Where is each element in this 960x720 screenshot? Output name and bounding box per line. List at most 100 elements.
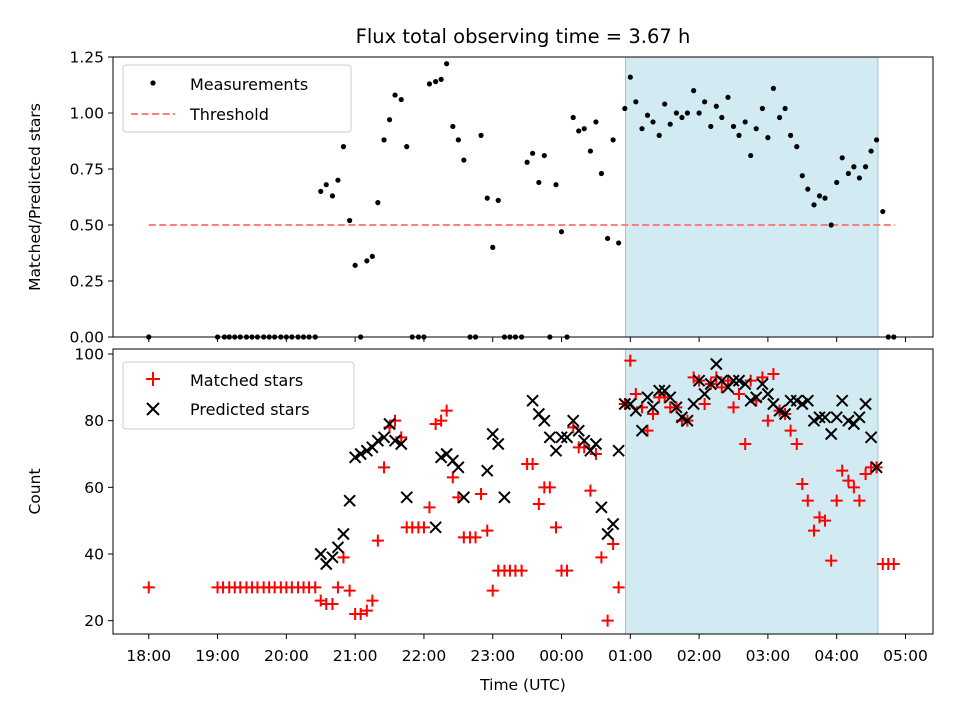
predicted-star-point (801, 394, 815, 407)
predicted-star-point (337, 527, 350, 541)
predicted-star-point (681, 414, 694, 427)
measurement-point (444, 61, 450, 67)
measurement-point (541, 152, 547, 159)
measurement-point (622, 105, 628, 112)
predicted-star-point (710, 357, 723, 371)
matched-star-point (853, 494, 866, 507)
predicted-star-point (434, 451, 448, 464)
measurement-point (633, 99, 639, 105)
measurement-point (530, 150, 536, 156)
measurement-point (639, 126, 645, 132)
predicted-star-point (589, 437, 603, 451)
measurement-point (839, 155, 845, 161)
x-tick-label: 04:00 (814, 647, 859, 665)
y-axis-label-top: Matched/Predicted stars (26, 103, 44, 291)
measurement-point (765, 135, 771, 141)
predicted-star-point (606, 517, 620, 531)
matched-star-point (756, 371, 769, 384)
y-tick-label: 80 (84, 412, 104, 430)
matched-star-point (326, 598, 339, 610)
predicted-star-point (572, 424, 585, 437)
measurement-point (381, 137, 387, 143)
measurement-point (323, 182, 329, 188)
measurement-point (673, 110, 680, 116)
matched-star-point (543, 481, 556, 494)
matched-star-point (440, 404, 453, 417)
measurement-point (375, 200, 381, 206)
matched-star-point (715, 381, 728, 394)
predicted-star-point (692, 374, 706, 387)
legend-top: Measurements Threshold (122, 64, 352, 133)
measurement-point (450, 123, 456, 130)
y-tick-label: 40 (84, 546, 104, 564)
matched-star-point (309, 581, 322, 594)
measurement-point (335, 177, 341, 183)
predicted-star-point (388, 434, 402, 447)
matched-star-point (589, 448, 602, 460)
predicted-star-point (331, 541, 345, 554)
predicted-star-point (492, 437, 505, 451)
measurement-point (696, 110, 702, 116)
matched-star-point (469, 531, 482, 544)
measurement-point (845, 170, 851, 177)
matched-star-point (354, 608, 367, 620)
measurement-point (851, 164, 857, 170)
predicted-star-point (790, 394, 803, 407)
matched-star-point (647, 408, 660, 420)
measurement-points (146, 61, 897, 340)
measurement-point (811, 202, 817, 208)
measurement-point (794, 144, 800, 150)
y-tick-label: 0.50 (69, 217, 104, 235)
predicted-star-point (773, 404, 786, 417)
matched-star-point (624, 354, 637, 367)
predicted-star-point (864, 431, 878, 444)
x-tick-label: 21:00 (333, 647, 378, 665)
matched-star-point (658, 391, 671, 404)
matched-star-point (607, 538, 620, 550)
measurement-point (759, 105, 765, 112)
matched-star-point (561, 564, 574, 577)
matched-star-point (722, 374, 734, 387)
y-tick-label: 1.00 (69, 105, 104, 123)
predicted-star-point (578, 434, 591, 447)
measurement-point (856, 175, 862, 181)
measurement-point (736, 132, 742, 138)
matched-star-point (601, 614, 614, 627)
matched-star-point (142, 581, 155, 594)
predicted-star-point (457, 491, 471, 504)
measurement-point (329, 193, 336, 199)
matched-stars-points (142, 354, 900, 627)
measurement-point (426, 81, 433, 87)
y-tick-label: 20 (84, 612, 104, 630)
measurement-point (340, 144, 347, 150)
chart-title: Flux total observing time = 3.67 h (356, 25, 691, 48)
measurement-point (868, 148, 874, 154)
measurement-point (644, 112, 651, 118)
matched-star-point (378, 461, 391, 474)
measurement-point (593, 119, 599, 125)
predicted-star-point (859, 397, 872, 411)
measurement-point (386, 117, 393, 123)
predicted-star-point (675, 411, 689, 424)
measurement-point (398, 96, 404, 103)
measurement-point (702, 99, 708, 105)
predicted-star-point (842, 414, 855, 427)
legend-matched-label: Matched stars (190, 371, 303, 390)
x-tick-label: 02:00 (677, 647, 722, 665)
measurement-point (880, 208, 886, 215)
x-tick-label: 19:00 (195, 647, 240, 665)
measurement-point (662, 101, 668, 107)
matched-star-point (423, 501, 436, 514)
legend-box-top (122, 64, 352, 133)
predicted-star-point (555, 431, 568, 444)
measurement-point (667, 121, 673, 127)
x-axis-label: Time (UTC) (479, 676, 566, 694)
matched-star-point (371, 534, 384, 547)
matched-star-point (767, 368, 780, 380)
matched-star-point (807, 524, 820, 537)
matched-star-point (515, 564, 528, 577)
matched-star-point (612, 581, 625, 594)
matched-star-point (595, 551, 608, 564)
measurement-point (598, 170, 605, 177)
